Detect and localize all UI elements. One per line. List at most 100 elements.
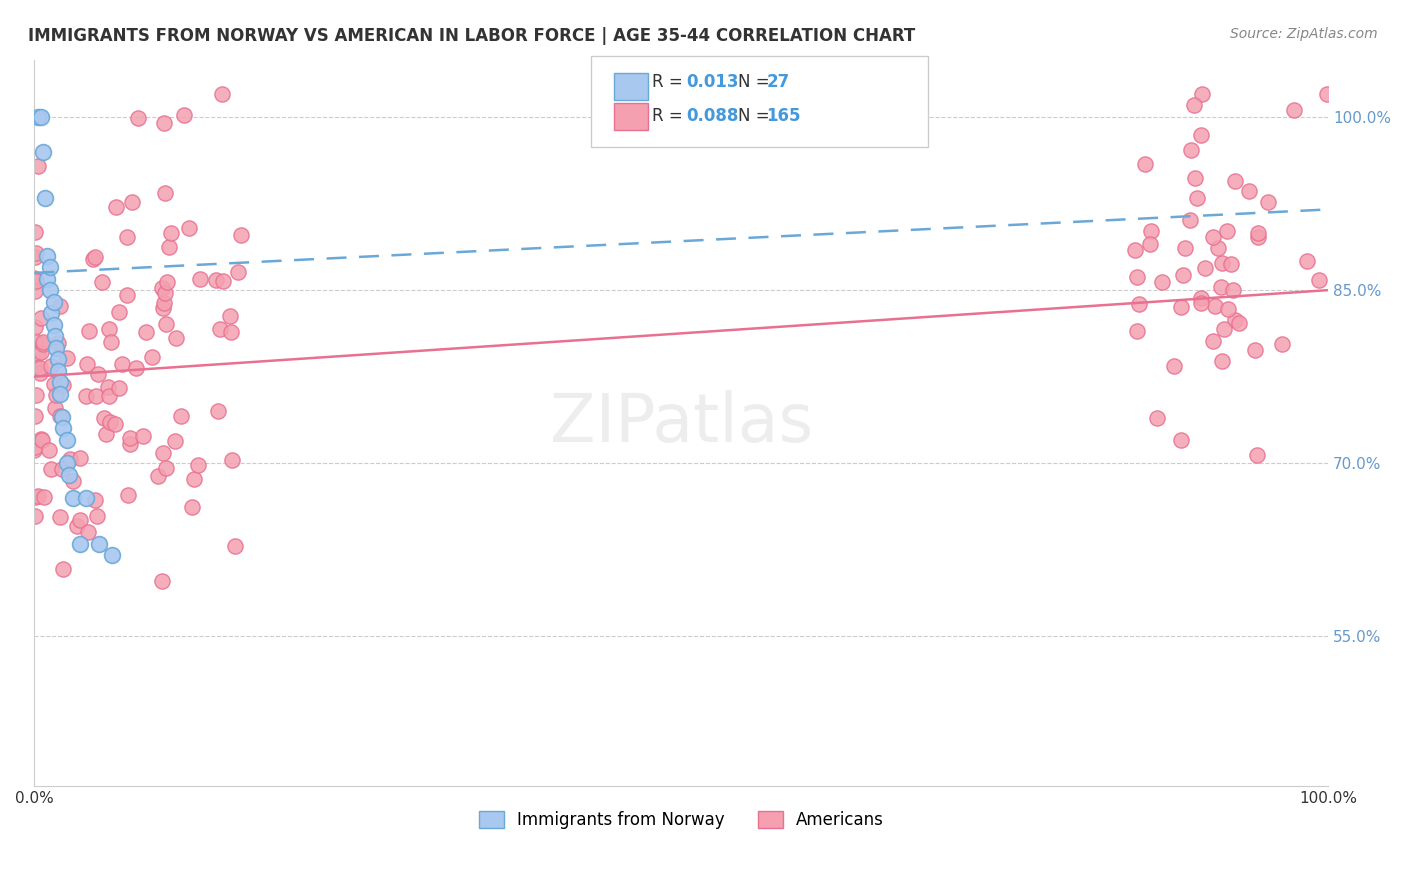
Point (65, 518, 87, 533)
Point (39, 462, 62, 476)
Point (30, 310, 52, 325)
Point (75, 491, 97, 505)
Point (79, 324, 101, 338)
Point (27, 346, 49, 360)
Point (98, 415, 121, 429)
Point (27, 110, 49, 124)
Point (39, 306, 62, 320)
Point (24, 320, 46, 334)
Point (1316, 87, 1339, 102)
Point (1163, 359, 1185, 373)
Point (24, 490, 46, 504)
Point (152, 295, 174, 310)
Point (183, 472, 205, 486)
Point (180, 500, 202, 515)
Point (45, 388, 67, 402)
Point (24, 251, 46, 265)
Point (160, 226, 183, 240)
Point (1223, 313, 1246, 327)
Point (1271, 337, 1294, 351)
Text: N =: N = (738, 73, 775, 91)
Point (25, 245, 48, 260)
Point (148, 468, 170, 483)
Point (1295, 253, 1317, 268)
Point (121, 194, 143, 209)
Point (118, 431, 141, 445)
Point (84, 388, 107, 402)
Point (115, 288, 138, 302)
Point (155, 286, 177, 301)
Point (24, 509, 46, 524)
Point (98, 322, 121, 336)
Point (211, 87, 233, 102)
Point (188, 271, 211, 285)
Point (1191, 87, 1213, 102)
Point (115, 230, 138, 244)
Point (62, 491, 84, 505)
Point (219, 325, 242, 339)
Point (42, 294, 65, 309)
Text: N =: N = (738, 107, 775, 125)
Point (1180, 143, 1202, 157)
Point (208, 321, 231, 335)
Point (1204, 299, 1226, 313)
Point (108, 381, 131, 395)
Point (24, 334, 46, 348)
Point (59, 452, 82, 467)
Point (44, 329, 66, 343)
Point (105, 200, 128, 214)
Point (55, 456, 77, 470)
Point (30, 110, 52, 124)
Point (32, 145, 55, 159)
Point (27, 159, 49, 173)
Point (165, 434, 187, 448)
Point (38, 260, 60, 274)
Point (49, 376, 72, 390)
Point (141, 350, 163, 364)
Text: R =: R = (652, 107, 689, 125)
Point (52, 377, 75, 392)
Point (46, 352, 69, 367)
Point (94, 427, 117, 442)
Point (1244, 343, 1267, 358)
Point (173, 108, 195, 122)
Text: IMMIGRANTS FROM NORWAY VS AMERICAN IN LABOR FORCE | AGE 35-44 CORRELATION CHART: IMMIGRANTS FROM NORWAY VS AMERICAN IN LA… (28, 27, 915, 45)
Point (49, 409, 72, 423)
Point (1239, 184, 1261, 198)
Point (117, 488, 139, 502)
Point (86, 368, 108, 382)
Text: R =: R = (652, 73, 689, 91)
Point (1216, 224, 1239, 238)
Point (1284, 103, 1306, 117)
Point (1247, 230, 1270, 244)
Point (155, 186, 177, 200)
Point (69, 537, 91, 551)
Point (1194, 260, 1216, 275)
Point (48, 510, 70, 524)
Point (30, 360, 52, 375)
Point (38, 283, 60, 297)
Point (25, 275, 48, 289)
Text: 0.088: 0.088 (686, 107, 738, 125)
Point (51, 462, 73, 476)
Point (69, 451, 91, 466)
Point (101, 548, 124, 562)
Point (52, 561, 75, 575)
Point (1223, 174, 1246, 188)
Point (1308, 272, 1330, 286)
Point (204, 273, 226, 287)
Point (98, 389, 121, 403)
Point (132, 429, 155, 443)
Point (42, 318, 65, 332)
Point (76, 357, 98, 371)
Point (1171, 268, 1194, 282)
Point (150, 281, 173, 295)
Point (152, 116, 174, 130)
Point (51, 409, 73, 424)
Point (1189, 291, 1212, 305)
Point (108, 305, 131, 319)
Point (45, 341, 67, 355)
Point (24, 440, 46, 454)
Point (1146, 410, 1168, 425)
Point (62, 474, 84, 488)
